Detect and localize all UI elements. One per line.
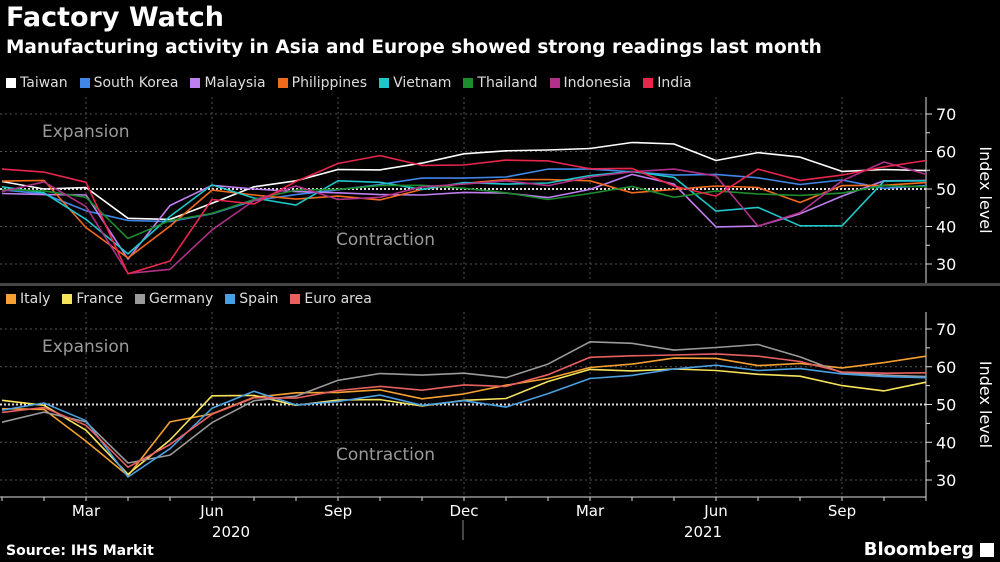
legend-label: Germany [148,291,214,307]
x-tick-label: Mar [576,502,605,520]
series-line-south-korea [1,168,927,223]
year-label-2021: 2021 [684,523,722,541]
legend-swatch [290,294,301,304]
legend-item: Indonesia [549,75,632,91]
y-tick-label: 40 [936,433,956,452]
legend-label: Taiwan [20,75,68,91]
legend-item: Italy [6,291,50,307]
legend-swatch [549,78,560,88]
series-line-vietnam [1,170,927,255]
legend-label: Philippines [291,75,368,91]
y-tick-label: 40 [936,218,956,237]
legend-europe: Italy France Germany Spain Euro area [6,291,372,307]
series-line-taiwan [1,141,927,221]
legend-swatch [463,78,474,88]
series-line-euro-area [1,353,927,469]
annotation-contraction: Contraction [336,445,435,465]
legend-label: Spain [239,291,279,307]
legend-swatch [6,78,16,88]
legend-swatch [379,78,390,88]
legend-swatch [643,78,654,88]
y-axis-label: Index level [976,361,995,448]
chart-subtitle: Manufacturing activity in Asia and Europ… [6,37,822,58]
y-tick-label: 30 [936,471,956,490]
legend-label: Malaysia [204,75,266,91]
legend-item: Vietnam [379,75,451,91]
year-label-2020: 2020 [212,523,250,541]
y-tick-label: 70 [936,105,956,124]
y-tick-label: 60 [936,143,956,162]
legend-item: Malaysia [190,75,266,91]
series-line-thailand [1,184,927,240]
chart-title: Factory Watch [6,2,225,33]
annotation-expansion: Expansion [42,122,130,142]
legend-swatch [79,78,90,88]
x-tick-label: Mar [72,502,101,520]
x-tick-label: Jun [703,502,727,520]
legend-item: Euro area [290,291,372,307]
legend-item: Thailand [463,75,538,91]
legend-item: India [643,75,692,91]
legend-label: Italy [20,291,51,307]
legend-asia: Taiwan South Korea Malaysia Philippines Viet… [6,75,692,91]
series-line-italy [1,355,927,477]
series-line-india [1,154,927,275]
x-tick-label: Dec [449,502,478,520]
legend-swatch [225,294,236,304]
series-line-indonesia [1,161,927,275]
legend-item: Germany [134,291,214,307]
legend-swatch [190,78,201,88]
y-tick-label: 70 [936,320,956,339]
legend-label: South Korea [93,75,179,91]
y-tick-label: 50 [936,180,956,199]
legend-item: South Korea [79,75,179,91]
annotation-contraction: Contraction [336,230,435,250]
series-line-spain [1,364,927,478]
legend-item: Spain [225,291,278,307]
legend-label: France [76,291,123,307]
y-tick-label: 30 [936,255,956,274]
legend-item: Taiwan [6,75,68,91]
legend-label: Euro area [304,291,372,307]
x-tick-label: Sep [324,502,352,520]
source-note: Source: IHS Markit [6,543,154,559]
y-tick-label: 60 [936,358,956,377]
y-axis-label: Index level [976,146,995,233]
legend-swatch [134,294,145,304]
legend-item: France [62,291,123,307]
bloomberg-icon [980,543,994,557]
legend-label: India [657,75,692,91]
legend-item: Philippines [277,75,368,91]
annotation-expansion: Expansion [42,337,130,357]
x-tick-label: Sep [828,502,856,520]
y-tick-label: 50 [936,396,956,415]
legend-swatch [277,78,288,88]
legend-label: Thailand [477,75,538,91]
x-tick-label: Jun [199,502,223,520]
legend-label: Vietnam [393,75,452,91]
brand-logo: Bloomberg [863,539,974,560]
legend-label: Indonesia [563,75,632,91]
legend-swatch [62,294,73,304]
legend-swatch [6,294,16,304]
panel-divider [0,283,1000,286]
